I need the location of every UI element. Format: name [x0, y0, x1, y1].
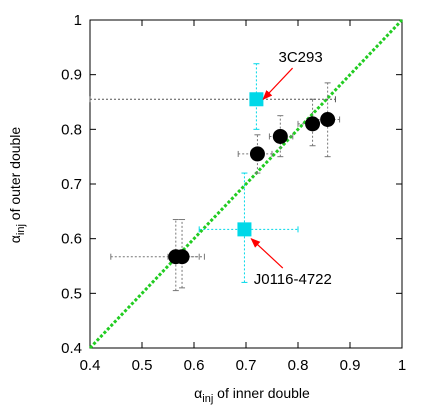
x-axis-label-sub: inj: [202, 393, 213, 405]
y-tick-label: 0.7: [61, 176, 82, 193]
y-axis-ticks: 0.4 0.5 0.6 0.7 0.8 0.9 1: [61, 12, 402, 357]
label-3c293: 3C293: [278, 49, 322, 66]
x-tick-label: 0.9: [340, 357, 361, 374]
x-axis-label-alpha: α: [194, 385, 202, 401]
data-point-circle: [305, 116, 321, 132]
data-point-circle: [320, 111, 336, 127]
y-tick-label: 0.6: [61, 231, 82, 248]
label-j0116-4722: J0116-4722: [254, 271, 332, 288]
data-point-circle: [272, 128, 288, 144]
x-axis-label: αinj of inner double: [194, 385, 310, 405]
x-tick-label: 0.5: [132, 357, 153, 374]
data-point-square: [249, 92, 264, 107]
y-tick-label: 1: [74, 12, 82, 29]
x-tick-label: 0.4: [80, 357, 101, 374]
y-tick-label: 0.4: [61, 340, 82, 357]
data-point-square: [237, 222, 252, 237]
x-tick-label: 0.7: [236, 357, 257, 374]
x-tick-label: 0.6: [184, 357, 205, 374]
data-marks: [88, 18, 404, 350]
data-point-circle: [174, 249, 190, 265]
x-axis-label-rest: of inner double: [213, 385, 310, 401]
annotation-arrow: [250, 237, 284, 269]
y-axis-label-alpha: α: [7, 235, 23, 243]
one-to-one-line: [88, 18, 404, 350]
annotation-arrow: [262, 67, 294, 100]
annotations: 3C293 J0116-4722: [250, 49, 332, 288]
x-tick-label: 1: [398, 357, 406, 374]
y-tick-label: 0.8: [61, 121, 82, 138]
y-axis-label: αinj of outer double: [7, 127, 27, 244]
y-tick-label: 0.5: [61, 285, 82, 302]
x-tick-label: 0.8: [288, 357, 309, 374]
y-axis-label-rest: of outer double: [7, 127, 23, 225]
y-tick-label: 0.9: [61, 67, 82, 84]
data-point-circle: [249, 146, 265, 162]
x-axis-ticks: 0.4 0.5 0.6 0.7 0.8 0.9 1: [80, 20, 406, 374]
y-axis-label-sub: inj: [15, 224, 27, 235]
